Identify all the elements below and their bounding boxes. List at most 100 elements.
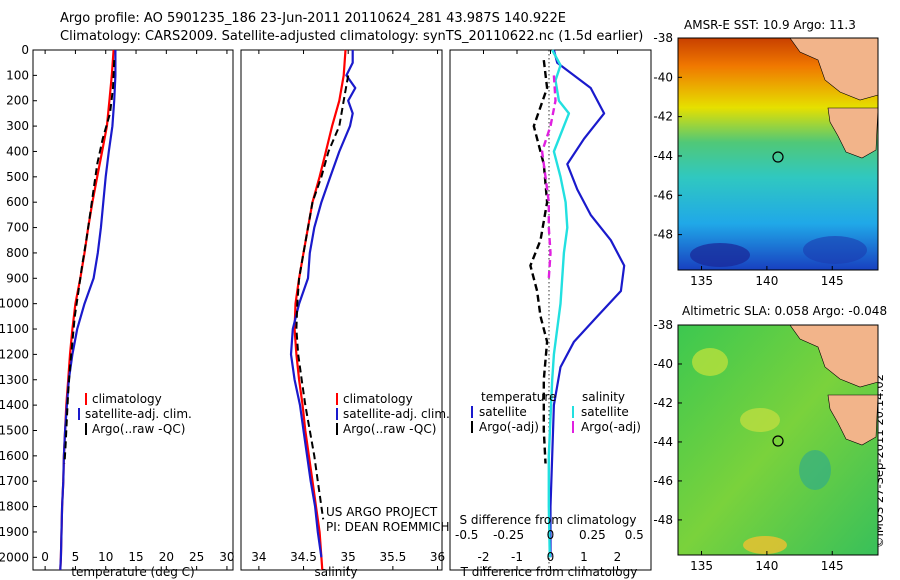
x-tick-label: 35 — [341, 550, 356, 564]
sst-cold-patch — [690, 243, 750, 267]
satellite-line — [549, 49, 626, 558]
x-tick-label: 30 — [219, 550, 234, 564]
depth-tick-label: 1600 — [0, 449, 29, 463]
legend-climatology-label: climatology — [92, 392, 162, 406]
salinity-axis-label: salinity — [314, 565, 357, 579]
profile-series — [59, 49, 626, 571]
sla-high-patch — [740, 408, 780, 432]
lat-tick-label: -48 — [653, 228, 673, 242]
lat-tick-label: -38 — [653, 318, 673, 332]
legend-satellite-label: satellite-adj. clim. — [85, 407, 192, 421]
depth-tick-label: 400 — [6, 144, 29, 158]
satellite-adj-clim-line — [59, 50, 117, 571]
legend-salinity: climatology satellite-adj. clim. Argo(..… — [336, 392, 450, 436]
legend-climatology-label: climatology — [343, 392, 413, 406]
depth-tick-label: 2000 — [0, 550, 29, 564]
sst-map-title: AMSR-E SST: 10.9 Argo: 11.3 — [684, 18, 856, 32]
sst-cold-patch — [803, 236, 867, 264]
legend-temperature-heading: temperature — [481, 390, 556, 404]
map-tick-labels: -38 -40 -42 -44 -46 -48 135 140 145 -38 -40 -42 -44 -… — [653, 31, 843, 573]
lat-tick-label: -48 — [653, 513, 673, 527]
lon-tick-label: 145 — [821, 274, 844, 288]
legend-salinity-heading: salinity — [582, 390, 625, 404]
legend-t-argo-label: Argo(-adj) — [479, 420, 539, 434]
argo-float-marker — [772, 151, 784, 163]
x-tick-label: 0 — [41, 550, 49, 564]
x-tick-label: 0 — [547, 550, 555, 564]
figure-subtitle: Climatology: CARS2009. Satellite-adjuste… — [60, 29, 644, 44]
argo-float-marker — [772, 435, 784, 447]
lat-tick-label: -40 — [653, 357, 673, 371]
depth-tick-label: 1100 — [0, 322, 29, 336]
x-tick-label: -2 — [478, 550, 490, 564]
depth-tick-label: 1200 — [0, 347, 29, 361]
lon-tick-label: 135 — [690, 559, 713, 573]
us-argo-project-label: US ARGO PROJECT — [326, 505, 438, 519]
x-tick-label: 35.5 — [380, 550, 407, 564]
depth-tick-label: 800 — [6, 246, 29, 260]
sla-low-patch — [799, 450, 831, 490]
x-tick-label: 2 — [614, 550, 622, 564]
depth-tick-label: 500 — [6, 170, 29, 184]
s-difference-tick-label: 0.5 — [625, 528, 644, 542]
x-tick-label: -1 — [511, 550, 523, 564]
x-tick-labels: 0 5 10 15 20 25 30 34 34.5 35 35.5 36 -2 -1 0 1 2 -0.5 -0.… — [41, 50, 644, 570]
s-difference-tick-label: 0 — [547, 528, 555, 542]
legend-t-satellite-label: satellite — [479, 405, 527, 419]
legend-difference: temperature salinity satellite satellite… — [471, 390, 641, 434]
lon-tick-label: 140 — [755, 274, 778, 288]
lon-tick-label: 135 — [690, 274, 713, 288]
lat-tick-label: -46 — [653, 474, 673, 488]
s-difference-tick-label: 0.25 — [579, 528, 606, 542]
x-tick-label: 10 — [98, 550, 113, 564]
legend-s-satellite-label: satellite — [581, 405, 629, 419]
depth-tick-label: 0 — [21, 43, 29, 57]
x-tick-label: 1 — [580, 550, 588, 564]
depth-tick-label: 1400 — [0, 398, 29, 412]
depth-tick-label: 700 — [6, 221, 29, 235]
lon-tick-label: 140 — [755, 559, 778, 573]
depth-tick-label: 1500 — [0, 423, 29, 437]
sst-map-frame — [677, 37, 879, 271]
lat-tick-label: -42 — [653, 396, 673, 410]
temperature-axis-label: temperature (deg C) — [71, 565, 194, 579]
depth-tick-label: 200 — [6, 94, 29, 108]
sla-map-title: Altimetric SLA: 0.058 Argo: -0.048 — [682, 304, 888, 318]
principal-investigator-label: PI: DEAN ROEMMICH — [326, 520, 449, 534]
x-tick-label: 25 — [189, 550, 204, 564]
depth-tick-label: 1700 — [0, 474, 29, 488]
t-difference-axis-label: T difference from climatology — [460, 565, 638, 579]
legend-satellite-label: satellite-adj. clim. — [343, 407, 450, 421]
lat-tick-label: -40 — [653, 70, 673, 84]
x-tick-label: 34.5 — [290, 550, 317, 564]
legend-argo-label: Argo(..raw -QC) — [343, 422, 436, 436]
legend-argo-label: Argo(..raw -QC) — [92, 422, 185, 436]
sla-map — [677, 324, 879, 556]
argo-adj-salinity-line — [540, 75, 557, 279]
lat-tick-label: -46 — [653, 188, 673, 202]
x-tick-label: 20 — [159, 550, 174, 564]
depth-tick-label: 300 — [6, 119, 29, 133]
legend-s-argo-label: Argo(-adj) — [581, 420, 641, 434]
s-difference-tick-label: -0.25 — [493, 528, 524, 542]
depth-tick-label: 1000 — [0, 297, 29, 311]
lat-tick-label: -38 — [653, 31, 673, 45]
argo-raw-qc-line — [295, 75, 350, 520]
climatology-line — [293, 49, 347, 571]
lon-tick-label: 145 — [821, 559, 844, 573]
s-difference-tick-label: -0.5 — [455, 528, 478, 542]
depth-tick-label: 1300 — [0, 373, 29, 387]
depth-tick-labels: 0 100 200 300 400 500 600 700 800 900 1000 1100 1200… — [0, 43, 37, 564]
sla-high-patch — [743, 536, 787, 554]
depth-tick-label: 900 — [6, 271, 29, 285]
sla-high-patch — [692, 348, 728, 376]
s-difference-axis-label: S difference from climatology — [460, 513, 637, 527]
salinity-axes — [240, 49, 443, 571]
argo-raw-qc-line — [63, 60, 116, 464]
satellite-salinity-line — [547, 49, 571, 558]
x-tick-label: 34 — [251, 550, 266, 564]
satellite-adj-clim-line — [289, 50, 357, 558]
depth-tick-label: 600 — [6, 195, 29, 209]
legend-temperature: climatology satellite-adj. clim. Argo(..… — [78, 392, 192, 436]
